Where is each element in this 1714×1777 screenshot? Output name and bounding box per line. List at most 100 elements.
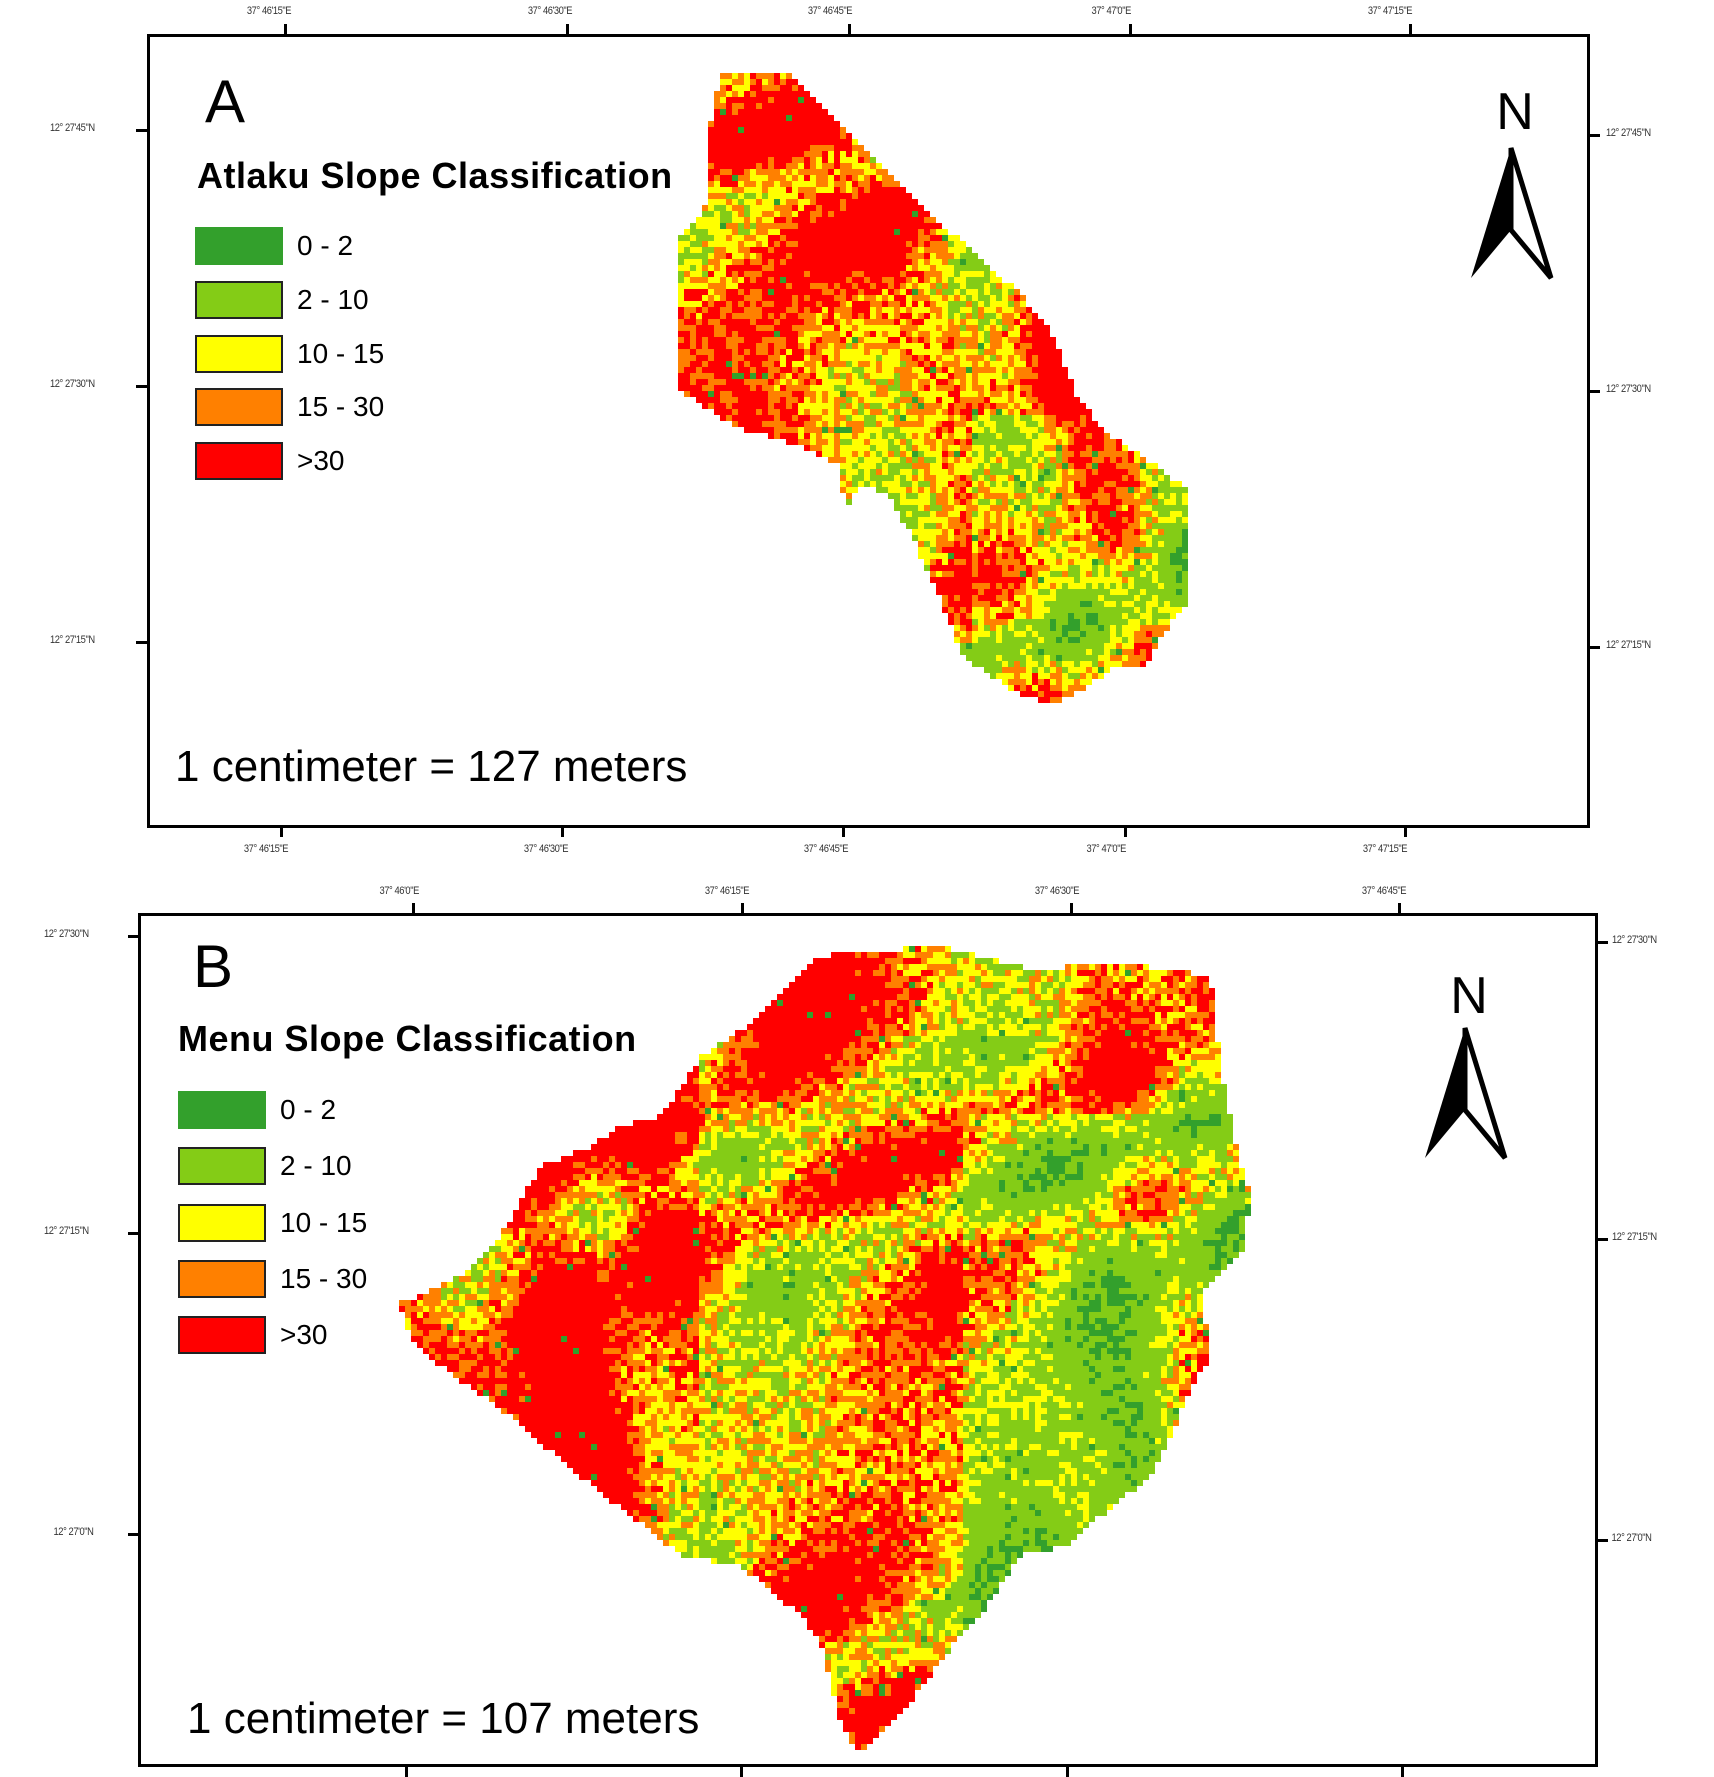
north-arrow-icon xyxy=(1425,1027,1508,1160)
tick-mark xyxy=(405,1766,408,1777)
tick-mark xyxy=(128,1232,140,1235)
slope-raster-map-atlaku xyxy=(150,37,1587,825)
panel-letter: B xyxy=(193,933,234,1000)
tick-mark xyxy=(1409,24,1412,35)
tick-mark xyxy=(1588,390,1600,393)
tick-mark xyxy=(284,24,287,35)
top-tick-label: 37° 46'15"E xyxy=(246,5,292,17)
north-arrow-icon xyxy=(1471,147,1554,280)
top-tick-label: 37° 46'30"E xyxy=(527,5,573,17)
bottom-tick-label: 37° 47'15"E xyxy=(1362,843,1408,855)
map-frame-a: A Atlaku Slope Classification 0 - 2 2 - … xyxy=(147,34,1590,828)
right-tick-label: 12° 27'15"N xyxy=(1605,639,1651,651)
right-tick-label: 12° 27'30"N xyxy=(1611,934,1657,946)
panel-a: 37° 46'15"E 37° 46'30"E 37° 46'45"E 37° … xyxy=(0,0,1714,870)
tick-mark xyxy=(1066,1766,1069,1777)
left-tick-label: 12° 27'45"N xyxy=(49,122,95,134)
legend-label: 2 - 10 xyxy=(280,1150,352,1181)
top-tick-label: 37° 46'0"E xyxy=(379,885,419,897)
panel-letter: A xyxy=(205,68,246,135)
scale-text: 1 centimeter = 107 meters xyxy=(187,1694,700,1743)
tick-mark xyxy=(1070,903,1073,914)
left-tick-label: 12° 27'15"N xyxy=(43,1225,89,1237)
top-tick-label: 37° 46'45"E xyxy=(1361,885,1407,897)
tick-mark xyxy=(280,826,283,837)
legend-item-10-15: 10 - 15 xyxy=(195,335,384,373)
map-frame-b: B Menu Slope Classification 0 - 2 2 - 10… xyxy=(138,913,1598,1767)
tick-mark xyxy=(1596,1238,1608,1241)
legend-label: 2 - 10 xyxy=(297,284,369,315)
north-arrow: N xyxy=(1465,82,1565,282)
right-tick-label: 12° 27'0"N xyxy=(1611,1532,1652,1544)
north-arrow: N xyxy=(1419,966,1519,1166)
legend-item-0-2: 0 - 2 xyxy=(178,1091,336,1129)
legend-swatch xyxy=(178,1204,266,1242)
tick-mark xyxy=(1588,134,1600,137)
tick-mark xyxy=(740,1766,743,1777)
legend-swatch xyxy=(195,281,283,319)
left-tick-label: 12° 27'30"N xyxy=(43,928,89,940)
top-tick-label: 37° 46'30"E xyxy=(1034,885,1080,897)
top-tick-label: 37° 46'45"E xyxy=(807,5,853,17)
legend-title: Atlaku Slope Classification xyxy=(197,155,673,196)
bottom-tick-label: 37° 46'45"E xyxy=(803,843,849,855)
legend-label: >30 xyxy=(297,445,345,476)
tick-mark xyxy=(842,826,845,837)
panel-b: 37° 46'0"E 37° 46'15"E 37° 46'30"E 37° 4… xyxy=(0,870,1714,1777)
legend-title: Menu Slope Classification xyxy=(178,1018,637,1059)
legend-item-2-10: 2 - 10 xyxy=(195,281,369,319)
bottom-tick-label: 37° 46'15"E xyxy=(243,843,289,855)
legend-swatch xyxy=(195,227,283,265)
tick-mark xyxy=(1398,903,1401,914)
legend-item-15-30: 15 - 30 xyxy=(195,388,384,426)
tick-mark xyxy=(566,24,569,35)
tick-mark xyxy=(1129,24,1132,35)
tick-mark xyxy=(1404,826,1407,837)
tick-mark xyxy=(741,903,744,914)
legend-item-gt30: >30 xyxy=(178,1316,328,1354)
north-label: N xyxy=(1450,967,1488,1025)
tick-mark xyxy=(136,641,148,644)
legend-item-15-30: 15 - 30 xyxy=(178,1260,367,1298)
legend-swatch xyxy=(178,1316,266,1354)
tick-mark xyxy=(848,24,851,35)
top-tick-label: 37° 47'0"E xyxy=(1091,5,1131,17)
bottom-tick-label: 37° 47'0"E xyxy=(1086,843,1126,855)
legend-swatch xyxy=(195,442,283,480)
bottom-tick-label: 37° 46'30"E xyxy=(523,843,569,855)
legend-label: 0 - 2 xyxy=(280,1094,337,1125)
top-tick-label: 37° 47'15"E xyxy=(1367,5,1413,17)
legend-swatch xyxy=(178,1091,266,1129)
legend-swatch xyxy=(195,335,283,373)
tick-mark xyxy=(1596,941,1608,944)
tick-mark xyxy=(1596,1539,1608,1542)
tick-mark xyxy=(1401,1766,1404,1777)
tick-mark xyxy=(128,1533,140,1536)
left-tick-label: 12° 27'15"N xyxy=(49,634,95,646)
legend-swatch xyxy=(178,1260,266,1298)
north-label: N xyxy=(1496,83,1534,141)
legend-label: 10 - 15 xyxy=(280,1207,368,1238)
scale-text: 1 centimeter = 127 meters xyxy=(175,742,688,791)
legend-label: 15 - 30 xyxy=(297,391,385,422)
legend-label: 10 - 15 xyxy=(297,338,385,369)
left-tick-label: 12° 27'30"N xyxy=(49,378,95,390)
tick-mark xyxy=(136,129,148,132)
legend-item-2-10: 2 - 10 xyxy=(178,1147,352,1185)
slope-raster-map-menu xyxy=(141,916,1595,1764)
right-tick-label: 12° 27'30"N xyxy=(1605,383,1651,395)
legend-swatch xyxy=(178,1147,266,1185)
tick-mark xyxy=(136,385,148,388)
legend-item-gt30: >30 xyxy=(195,442,345,480)
right-tick-label: 12° 27'15"N xyxy=(1611,1231,1657,1243)
legend-label: 15 - 30 xyxy=(280,1263,368,1294)
tick-mark xyxy=(412,903,415,914)
legend-item-0-2: 0 - 2 xyxy=(195,227,353,265)
legend-item-10-15: 10 - 15 xyxy=(178,1204,367,1242)
right-tick-label: 12° 27'45"N xyxy=(1605,127,1651,139)
left-tick-label: 12° 27'0"N xyxy=(53,1526,94,1538)
tick-mark xyxy=(1588,646,1600,649)
legend-label: 0 - 2 xyxy=(297,230,354,261)
tick-mark xyxy=(561,826,564,837)
tick-mark xyxy=(1124,826,1127,837)
